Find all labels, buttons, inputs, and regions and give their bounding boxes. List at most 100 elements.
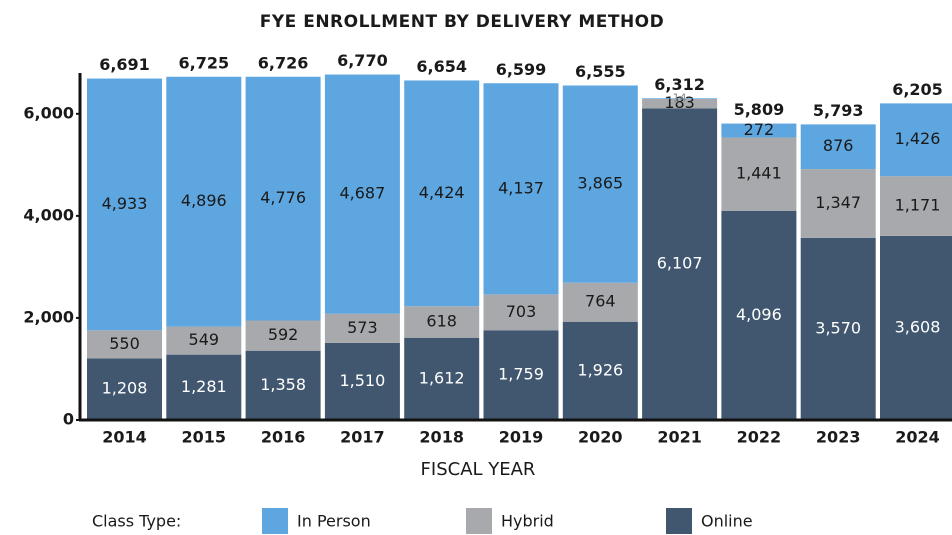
chart-title: FYE ENROLLMENT BY DELIVERY METHOD: [260, 12, 665, 32]
value-label: 1,208: [102, 379, 148, 398]
x-tick-label: 2018: [419, 428, 464, 447]
bar-segment: [880, 176, 952, 236]
value-label: 764: [585, 292, 616, 311]
bar-segment: [721, 137, 797, 211]
bar-segment: [166, 326, 242, 355]
total-label: 6,654: [416, 57, 467, 76]
value-label: 573: [347, 318, 378, 337]
bar-segment: [483, 83, 559, 295]
value-label: 1,926: [577, 360, 623, 379]
y-tick-label: 2,000: [23, 307, 74, 326]
value-label: 1,759: [498, 365, 544, 384]
bar-segment: [642, 108, 718, 421]
value-label: 1,358: [260, 375, 306, 394]
x-tick-label: 2020: [578, 428, 623, 447]
total-label: 5,793: [813, 101, 864, 120]
value-label: 3,608: [895, 317, 941, 336]
total-label: 6,691: [99, 55, 150, 74]
value-label: 549: [189, 330, 220, 349]
legend-swatch: [466, 508, 492, 534]
bar-segment: [800, 237, 876, 420]
bar-segment: [166, 354, 242, 420]
value-label: 1,347: [815, 193, 861, 212]
value-label: 1,441: [736, 164, 782, 183]
bar-segment: [87, 330, 162, 359]
value-label: 183: [664, 93, 695, 112]
value-label: 592: [268, 325, 299, 344]
value-label: 14: [673, 92, 687, 105]
x-tick-label: 2016: [261, 428, 306, 447]
bar-segment: [562, 282, 638, 322]
bar-segment: [721, 123, 797, 138]
value-label: 1,426: [895, 129, 941, 148]
bar-segment: [324, 74, 400, 314]
total-label: 6,205: [892, 80, 943, 99]
legend-label: Hybrid: [501, 512, 554, 531]
bar-segment: [880, 103, 952, 177]
legend-label: Online: [701, 512, 753, 531]
total-label: 6,555: [575, 62, 626, 81]
y-tick-label: 0: [63, 410, 74, 429]
x-tick-label: 2023: [816, 428, 861, 447]
value-label: 6,107: [657, 254, 703, 273]
legend-swatch: [262, 508, 288, 534]
bar-segment: [404, 337, 480, 420]
x-tick-label: 2024: [895, 428, 940, 447]
x-tick-label: 2021: [657, 428, 702, 447]
bar-segment: [721, 210, 797, 420]
bar-segment: [642, 99, 718, 109]
legend-label: In Person: [297, 512, 371, 531]
x-tick-label: 2019: [499, 428, 544, 447]
x-axis-label: FISCAL YEAR: [421, 459, 536, 480]
bar-segment: [800, 169, 876, 238]
bar-segment: [245, 320, 321, 351]
y-tick-label: 6,000: [23, 103, 74, 122]
bar-segment: [245, 350, 321, 420]
value-label: 1,510: [339, 371, 385, 390]
value-label: 4,687: [339, 184, 385, 203]
bar-segment: [562, 321, 638, 420]
total-label: 6,770: [337, 51, 388, 70]
value-label: 3,570: [815, 318, 861, 337]
legend-title: Class Type:: [92, 512, 181, 531]
total-label: 6,599: [496, 60, 547, 79]
value-label: 4,776: [260, 188, 306, 207]
x-tick-label: 2017: [340, 428, 385, 447]
bar-segment: [880, 235, 952, 420]
value-label: 4,896: [181, 191, 227, 210]
value-label: 550: [109, 334, 140, 353]
value-label: 618: [426, 311, 457, 330]
y-tick-label: 4,000: [23, 205, 74, 224]
bar-segment: [483, 294, 559, 331]
value-label: 4,096: [736, 305, 782, 324]
value-label: 3,865: [577, 174, 623, 193]
bar-segment: [166, 76, 242, 327]
total-label: 6,725: [178, 53, 229, 72]
bar-segment: [324, 342, 400, 420]
bar-segment: [483, 330, 559, 420]
value-label: 4,424: [419, 183, 465, 202]
total-label: 6,312: [654, 75, 705, 94]
value-label: 1,281: [181, 377, 227, 396]
total-label: 5,809: [734, 100, 785, 119]
value-label: 1,171: [895, 196, 941, 215]
bar-segment: [324, 313, 400, 343]
value-label: 876: [823, 136, 854, 155]
value-label: 4,933: [102, 194, 148, 213]
value-label: 1,612: [419, 368, 465, 387]
bar-segment: [87, 358, 162, 420]
bar-segment: [800, 124, 876, 170]
bar-segment: [404, 306, 480, 338]
value-label: 703: [506, 302, 537, 321]
bar-segment: [562, 85, 638, 283]
bar-segment: [642, 98, 718, 100]
bar-segment: [245, 76, 321, 321]
x-tick-label: 2014: [102, 428, 147, 447]
value-label: 272: [744, 120, 775, 139]
x-tick-label: 2015: [182, 428, 227, 447]
value-label: 4,137: [498, 178, 544, 197]
total-label: 6,726: [258, 53, 309, 72]
x-tick-label: 2022: [737, 428, 782, 447]
bar-segment: [87, 78, 162, 331]
